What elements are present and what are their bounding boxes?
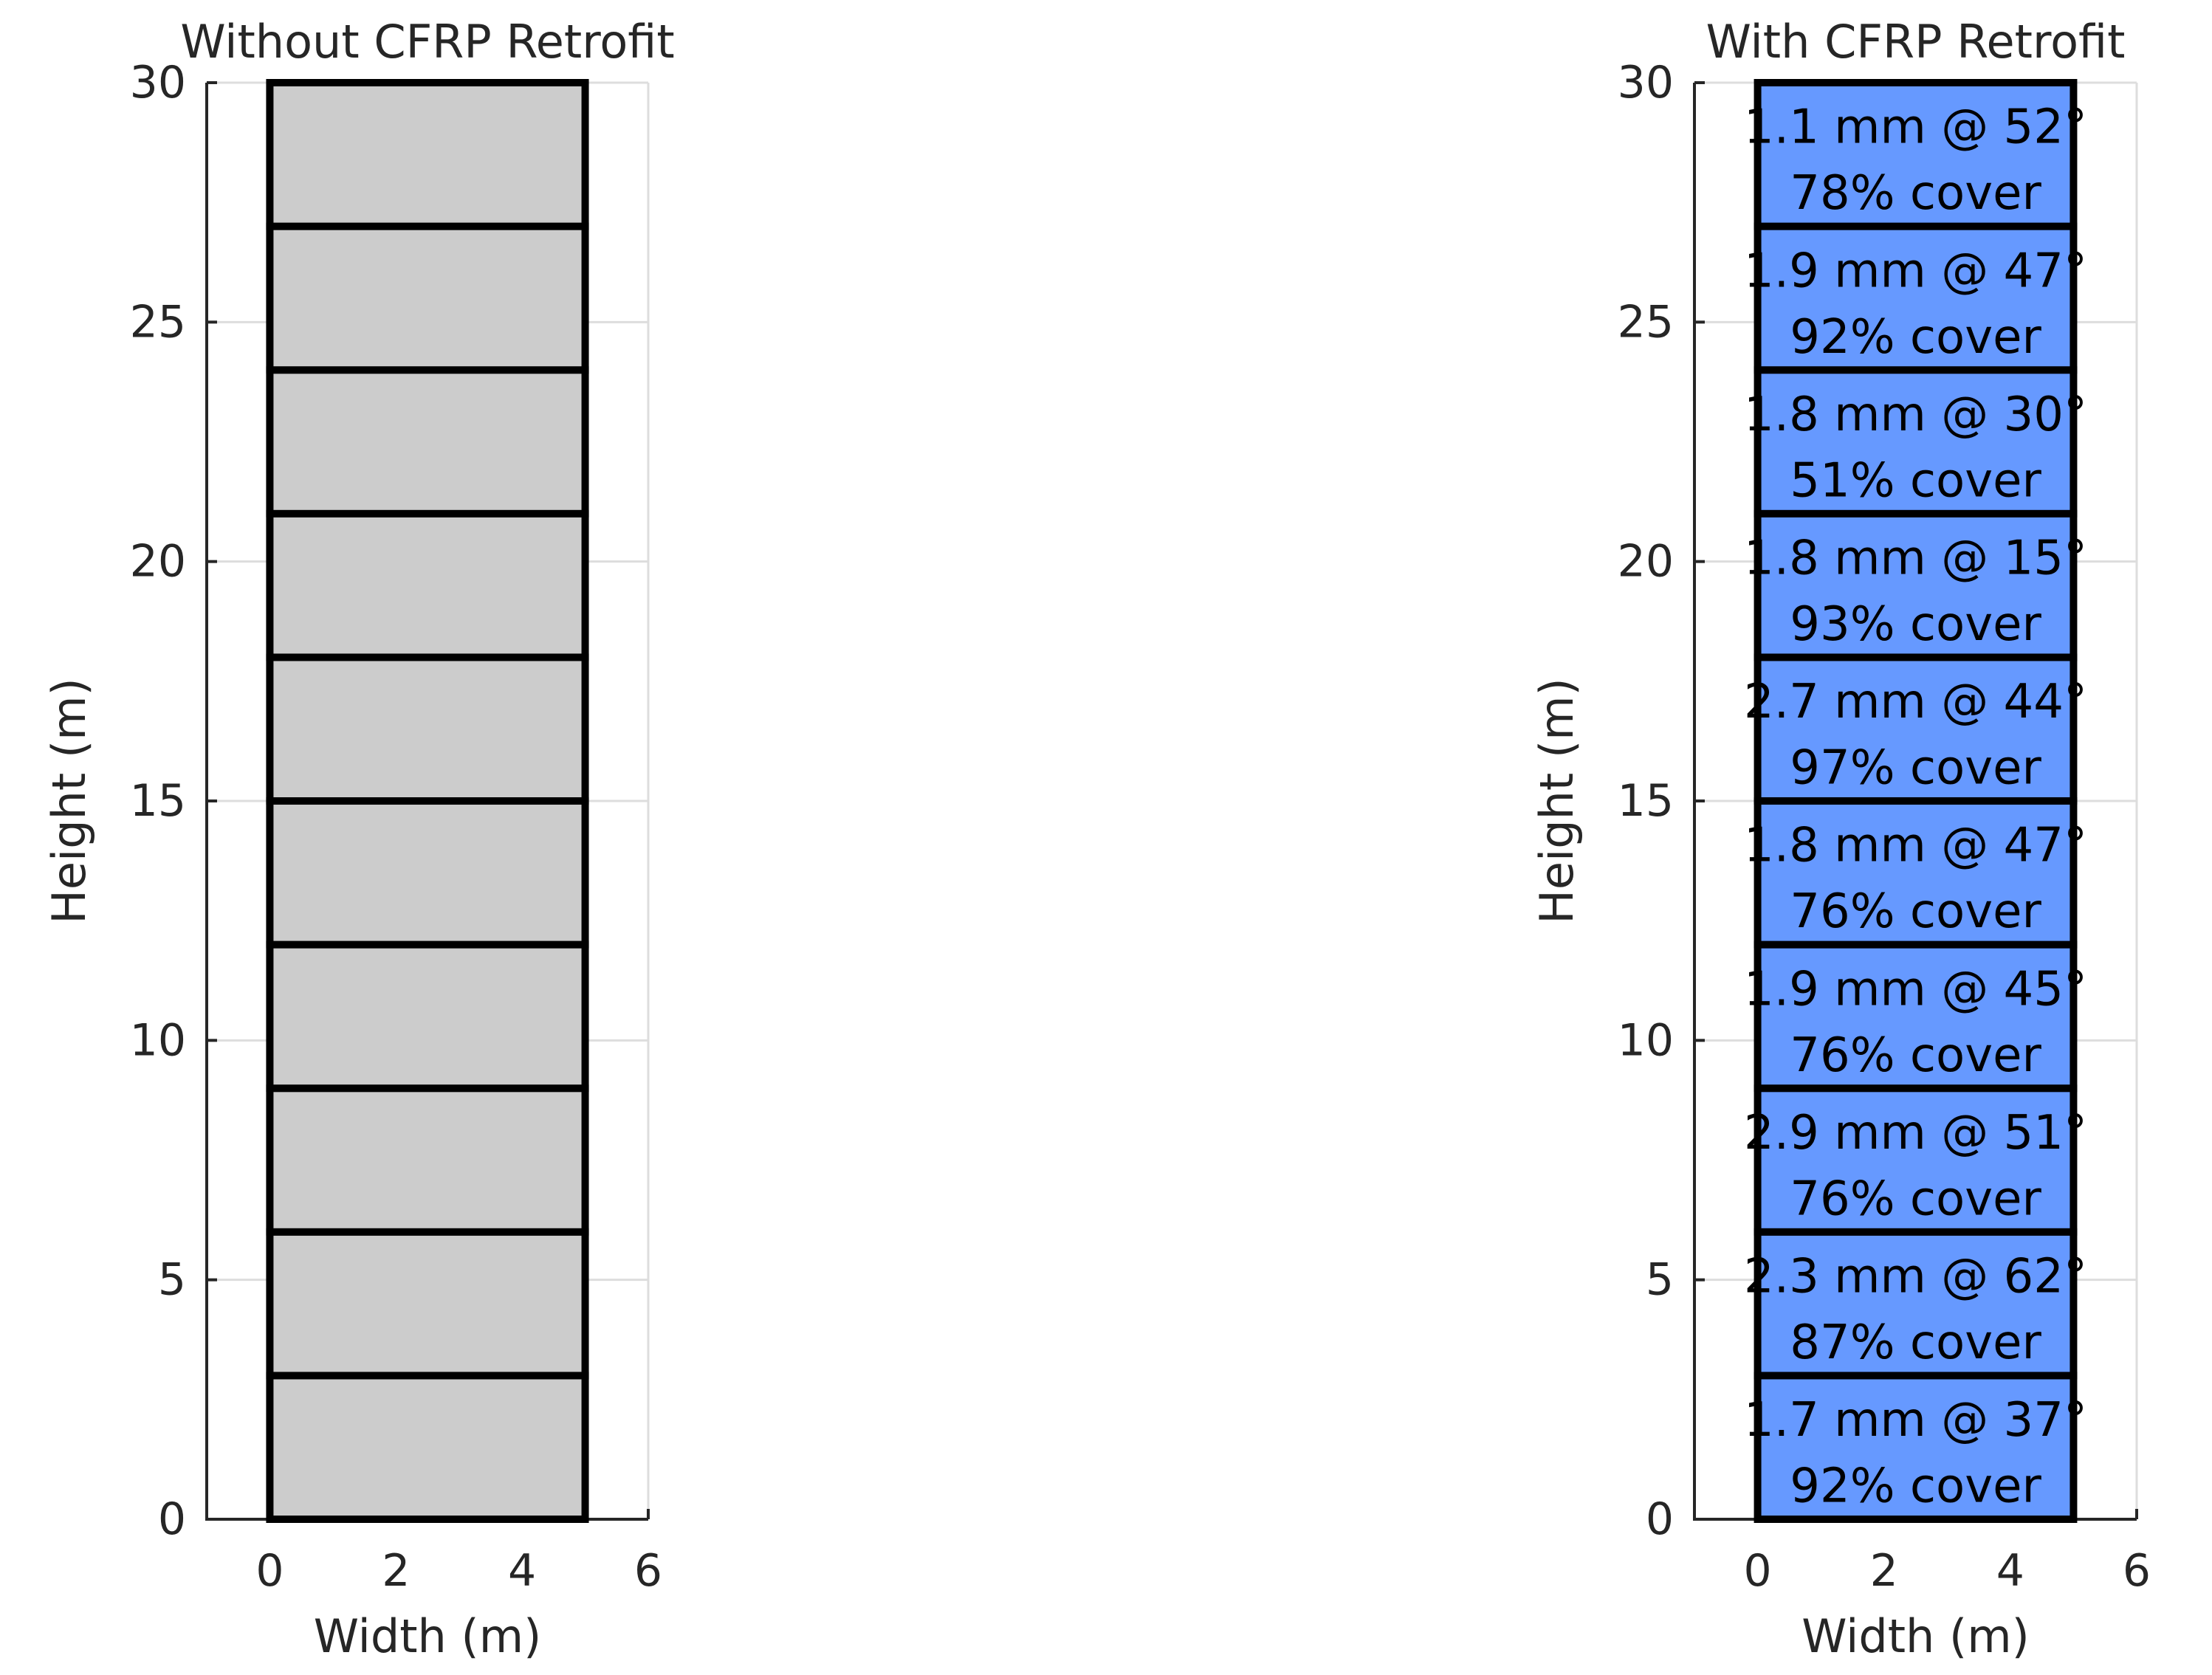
x-tick-label: 6 <box>634 1545 662 1597</box>
y-tick-label: 0 <box>1646 1493 1674 1545</box>
segment-label-thickness-angle: 2.7 mm @ 44° <box>1744 675 2087 729</box>
segment-6 <box>266 653 589 805</box>
segment-5 <box>1754 797 2078 949</box>
x-tick-label: 4 <box>508 1545 536 1597</box>
segment-label-coverage: 78% cover <box>1790 166 2041 221</box>
x-tick-label: 0 <box>1743 1545 1771 1597</box>
segment-3 <box>1754 1084 2078 1236</box>
segment-7 <box>1754 509 2078 661</box>
segment-label-coverage: 76% cover <box>1790 884 2041 939</box>
segment-label-thickness-angle: 1.8 mm @ 30° <box>1744 388 2087 442</box>
x-tick-label: 2 <box>1870 1545 1898 1597</box>
segment-label-thickness-angle: 2.9 mm @ 51° <box>1744 1106 2087 1160</box>
segment-10 <box>1754 79 2078 230</box>
segment-3 <box>266 1084 589 1236</box>
x-axis-label: Width (m) <box>1801 1609 2030 1663</box>
chart-title: Without CFRP Retrofit <box>180 15 674 69</box>
x-tick-label: 6 <box>2123 1545 2151 1597</box>
segment-label-coverage: 92% cover <box>1790 1459 2041 1514</box>
segment-label-coverage: 76% cover <box>1790 1172 2041 1226</box>
segment-label-thickness-angle: 1.9 mm @ 45° <box>1744 962 2087 1017</box>
x-tick-label: 0 <box>255 1545 284 1597</box>
segment-label-thickness-angle: 1.8 mm @ 47° <box>1744 819 2087 873</box>
segment-8 <box>266 366 589 517</box>
segment-2 <box>266 1228 589 1380</box>
segment-label-thickness-angle: 1.1 mm @ 52° <box>1744 100 2087 155</box>
segment-label-coverage: 87% cover <box>1790 1315 2041 1370</box>
segment-label-thickness-angle: 1.9 mm @ 47° <box>1744 244 2087 298</box>
segment-4 <box>1754 940 2078 1093</box>
segment-5 <box>266 797 589 949</box>
y-tick-label: 15 <box>1618 775 1674 827</box>
segment-9 <box>1754 222 2078 374</box>
y-tick-label: 10 <box>1618 1014 1674 1066</box>
y-tick-label: 30 <box>1618 57 1674 109</box>
y-tick-label: 30 <box>130 57 186 109</box>
y-tick-label: 20 <box>130 536 186 588</box>
x-tick-label: 2 <box>382 1545 410 1597</box>
y-tick-label: 5 <box>1646 1254 1674 1306</box>
y-tick-label: 15 <box>130 775 186 827</box>
segment-label-coverage: 51% cover <box>1790 453 2041 508</box>
segment-label-thickness-angle: 2.3 mm @ 62° <box>1744 1250 2087 1304</box>
segment-label-coverage: 93% cover <box>1790 597 2041 652</box>
segment-9 <box>266 222 589 374</box>
y-tick-label: 10 <box>130 1014 186 1066</box>
segment-label-thickness-angle: 1.8 mm @ 15° <box>1744 532 2087 586</box>
segment-label-coverage: 76% cover <box>1790 1028 2041 1083</box>
y-tick-label: 20 <box>1618 536 1674 588</box>
segment-label-coverage: 92% cover <box>1790 310 2041 365</box>
segment-10 <box>266 79 589 230</box>
segment-7 <box>266 509 589 661</box>
segment-1 <box>266 1372 589 1524</box>
x-axis-label: Width (m) <box>314 1609 542 1663</box>
segment-8 <box>1754 366 2078 517</box>
chart-title: With CFRP Retrofit <box>1706 15 2126 69</box>
segment-4 <box>266 940 589 1093</box>
x-tick-label: 4 <box>1996 1545 2024 1597</box>
segment-label-thickness-angle: 1.7 mm @ 37° <box>1744 1393 2087 1448</box>
y-tick-label: 5 <box>158 1254 186 1306</box>
y-tick-label: 25 <box>130 296 186 348</box>
y-axis-label: Height (m) <box>42 678 96 924</box>
right-panel-with-cfrp: 0 2 4 6 0 5 10 15 20 25 30 1.7 mm @ 37° 92% cover 2.3… <box>1530 15 2151 1663</box>
segment-2 <box>1754 1228 2078 1380</box>
segment-6 <box>1754 653 2078 805</box>
y-axis-label: Height (m) <box>1530 678 1584 924</box>
segment-label-coverage: 97% cover <box>1790 741 2041 796</box>
y-tick-label: 0 <box>158 1493 186 1545</box>
y-tick-label: 25 <box>1618 296 1674 348</box>
segment-1 <box>1754 1372 2078 1524</box>
